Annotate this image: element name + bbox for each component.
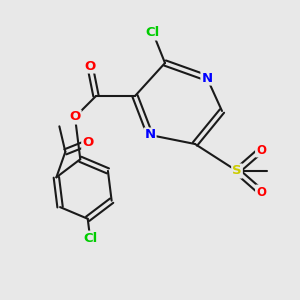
Text: Cl: Cl: [146, 26, 160, 40]
Text: N: N: [144, 128, 156, 142]
Text: N: N: [201, 71, 213, 85]
Text: O: O: [82, 136, 94, 149]
Text: O: O: [69, 110, 81, 124]
Text: O: O: [256, 143, 266, 157]
Text: O: O: [256, 185, 266, 199]
Text: Cl: Cl: [83, 232, 97, 244]
Text: S: S: [232, 164, 242, 178]
Text: O: O: [84, 59, 96, 73]
